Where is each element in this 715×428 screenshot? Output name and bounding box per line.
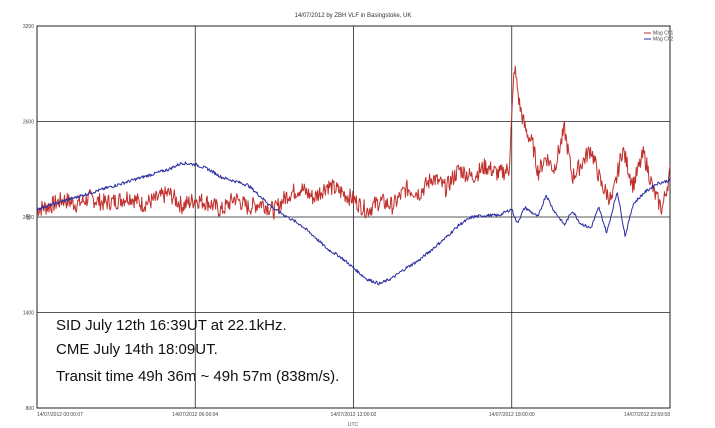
chart-title: 14/07/2012 by ZBH VLF in Basingstoke, UK [295,13,412,19]
y-tick-label: 800 [26,406,35,412]
annotation-cme: CME July 14th 18:09UT. [56,341,218,358]
x-tick-labels: 14/07/2012 00:00:07 14/07/2012 06:00:04 14… [37,412,670,418]
x-tick-label: 14/07/2012 06:00:04 [172,412,218,418]
x-tick-label: 14/07/2012 18:00:00 [489,412,535,418]
annotation-transit: Transit time 49h 36m ~ 49h 57m (838m/s). [56,368,340,385]
legend-entry: Mag Ch2 [653,37,674,43]
annotation-sid: SID July 12th 16:39UT at 22.1kHz. [56,317,287,334]
series-group [36,65,671,286]
y-axis-label: dB [26,213,32,220]
series-line-1 [36,65,671,220]
y-tick-label: 1400 [23,311,34,317]
x-tick-label: 14/07/2012 00:00:07 [37,412,83,418]
y-tick-label: 3200 [23,24,34,30]
x-axis-label: UTC [348,422,359,428]
y-tick-label: 2000 [23,215,34,221]
grid-lines [36,25,671,409]
y-tick-label: 2600 [23,120,34,126]
x-tick-label: 14/07/2012 23:59:58 [624,412,670,418]
series-line-2 [36,161,671,286]
x-tick-label: 14/07/2012 12:00:02 [331,412,377,418]
legend-entry: Mag Ch1 [653,31,674,37]
y-tick-labels: 800 1400 2000 2600 3200 [23,24,34,412]
